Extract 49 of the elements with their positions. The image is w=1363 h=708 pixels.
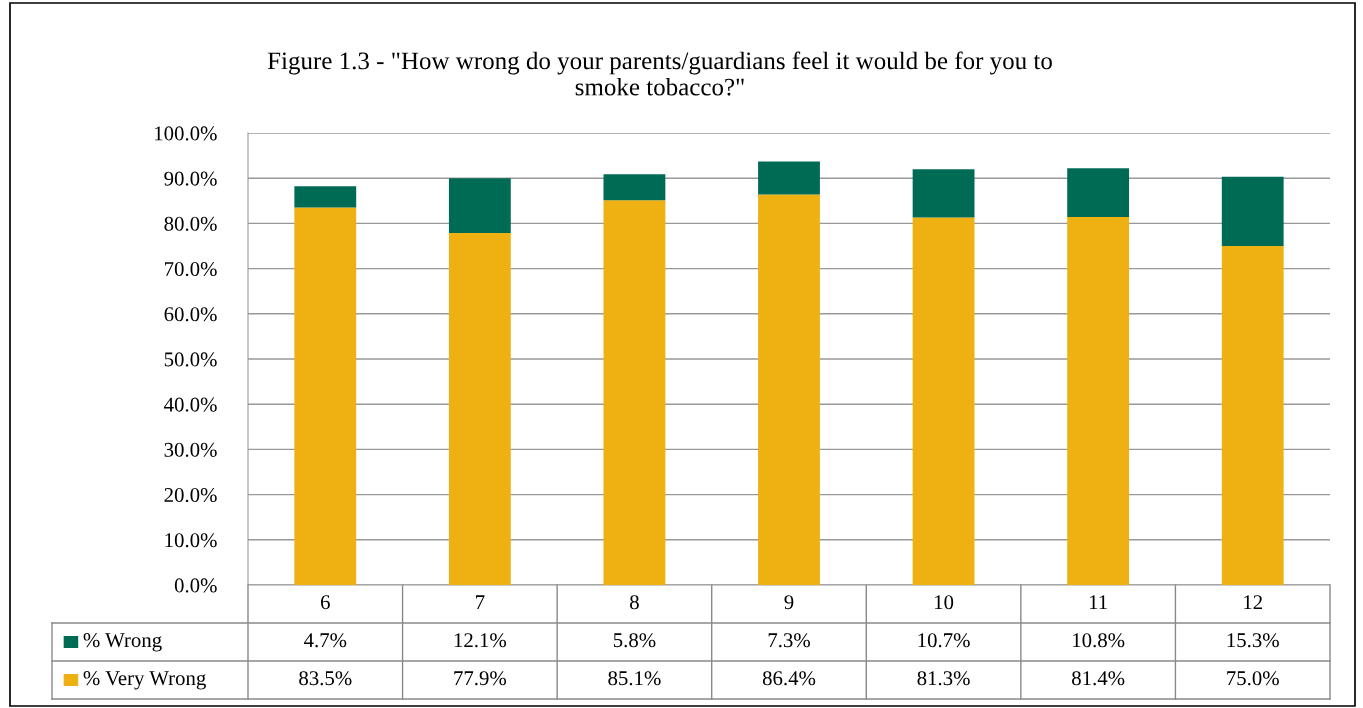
legend-label: % Very Wrong bbox=[83, 671, 206, 690]
bar bbox=[1067, 168, 1130, 218]
x-tick-label: 6 bbox=[320, 595, 330, 610]
data-label: 77.9% bbox=[454, 671, 507, 686]
data-label: 86.4% bbox=[762, 671, 816, 686]
data-label: 15.3% bbox=[1227, 633, 1279, 648]
bar bbox=[1221, 176, 1284, 246]
data-label: 75.0% bbox=[1227, 671, 1279, 686]
data-label: 81.3% bbox=[917, 671, 970, 686]
data-label: 85.1% bbox=[608, 671, 661, 686]
data-label: 83.5% bbox=[299, 671, 352, 686]
y-tick-label: 0.0% bbox=[174, 578, 217, 593]
y-tick-label: 10.0% bbox=[165, 533, 217, 548]
bar bbox=[912, 169, 975, 218]
data-label: 81.4% bbox=[1072, 671, 1125, 686]
data-label: 4.7% bbox=[304, 633, 347, 648]
data-label: 5.8% bbox=[613, 633, 656, 648]
bar bbox=[448, 232, 511, 585]
bar bbox=[294, 207, 357, 585]
data-label: 7.3% bbox=[768, 633, 810, 648]
legend-label: % Wrong bbox=[83, 633, 162, 652]
y-tick-label: 60.0% bbox=[164, 307, 217, 322]
y-tick-label: 20.0% bbox=[164, 487, 217, 503]
data-label: 12.1% bbox=[454, 633, 507, 648]
bar bbox=[294, 186, 357, 208]
data-label: 10.8% bbox=[1073, 633, 1125, 648]
chart-title: Figure 1.3 - "How wrong do your parents/guardians feel it would be for you to smoke tobacco?" bbox=[267, 51, 1052, 96]
x-tick-label: 12 bbox=[1244, 595, 1262, 610]
bar bbox=[603, 174, 666, 201]
y-tick-label: 80.0% bbox=[164, 216, 217, 231]
x-tick-label: 11 bbox=[1089, 595, 1107, 610]
y-tick-label: 100.0% bbox=[155, 126, 217, 141]
x-tick-label: 10 bbox=[934, 595, 954, 610]
bar bbox=[912, 217, 975, 585]
bar bbox=[758, 194, 820, 585]
x-tick-label: 8 bbox=[630, 595, 639, 610]
bar bbox=[758, 161, 820, 195]
bar bbox=[1221, 246, 1284, 585]
y-tick-label: 90.0% bbox=[164, 171, 217, 186]
bar bbox=[603, 200, 666, 585]
bar bbox=[448, 178, 511, 233]
x-tick-label: 7 bbox=[476, 595, 485, 610]
y-tick-label: 30.0% bbox=[164, 442, 217, 457]
y-tick-label: 70.0% bbox=[165, 261, 217, 277]
y-tick-label: 40.0% bbox=[164, 397, 217, 412]
x-tick-label: 9 bbox=[784, 595, 794, 610]
y-tick-label: 50.0% bbox=[164, 352, 217, 367]
bar bbox=[1067, 217, 1130, 585]
data-label: 10.7% bbox=[918, 633, 970, 648]
